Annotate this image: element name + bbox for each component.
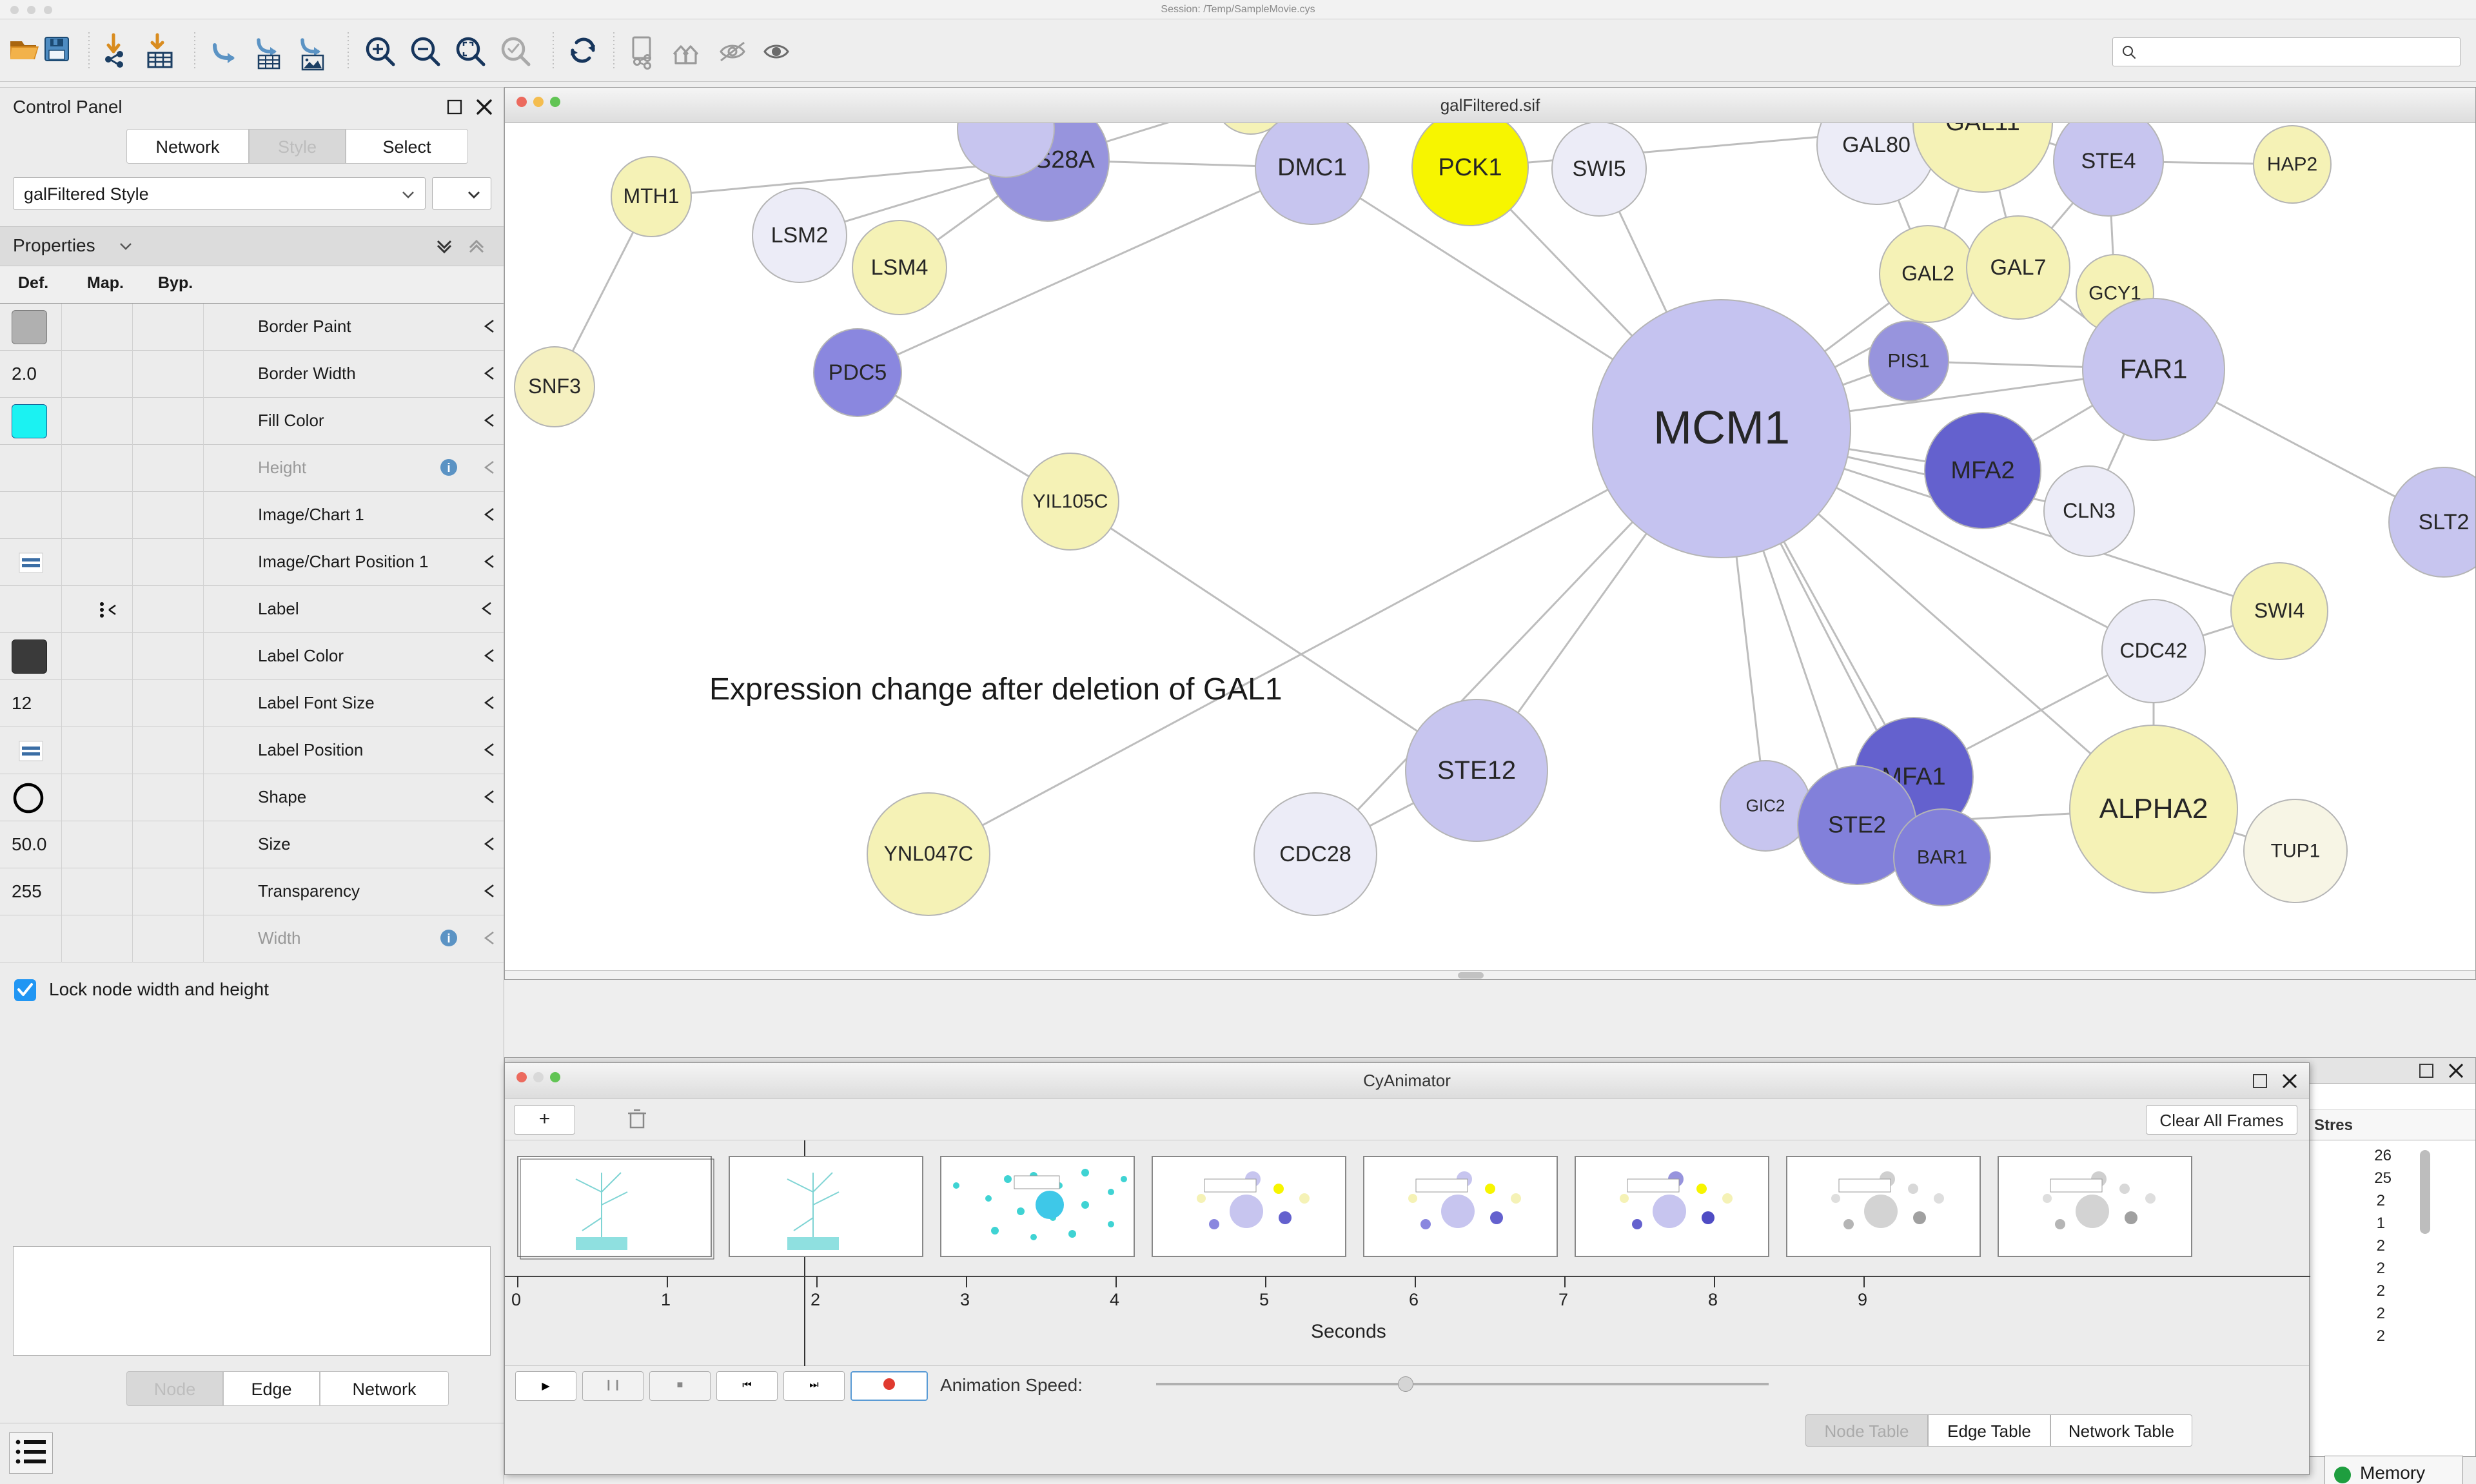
svg-text:GAL2: GAL2	[1901, 262, 1954, 285]
svg-text:TUP1: TUP1	[2271, 841, 2321, 862]
svg-text:ALPHA2: ALPHA2	[2099, 793, 2208, 825]
svg-text:SLT2: SLT2	[2419, 510, 2470, 534]
svg-text:SWI5: SWI5	[1572, 157, 1626, 181]
svg-text:i: i	[447, 462, 450, 475]
svg-text:BAR1: BAR1	[1917, 847, 1967, 868]
svg-text:YIL105C: YIL105C	[1033, 491, 1108, 513]
svg-text:GAL80: GAL80	[1842, 133, 1911, 157]
svg-text:CDC42: CDC42	[2120, 639, 2188, 662]
svg-text:SNF3: SNF3	[528, 375, 581, 398]
svg-text:MFA2: MFA2	[1950, 457, 2014, 484]
svg-text:GAL7: GAL7	[1990, 255, 2047, 280]
svg-text:PIS1: PIS1	[1887, 351, 1929, 372]
svg-text:GIC2: GIC2	[1746, 796, 1785, 815]
svg-text:STE4: STE4	[2081, 149, 2136, 173]
svg-text:PCK1: PCK1	[1438, 154, 1502, 181]
svg-text:CDC28: CDC28	[1279, 842, 1351, 866]
svg-text:MTH1: MTH1	[623, 184, 679, 208]
svg-text:SWI4: SWI4	[2254, 599, 2304, 622]
svg-text:GAL11: GAL11	[1945, 123, 2019, 136]
svg-text:Expression change after deleti: Expression change after deletion of GAL1	[709, 672, 1282, 707]
svg-text:HAP2: HAP2	[2267, 154, 2317, 175]
svg-text:MCM1: MCM1	[1653, 402, 1790, 454]
svg-text:STE12: STE12	[1437, 756, 1516, 785]
svg-text:CLN3: CLN3	[2063, 499, 2116, 522]
svg-text:FAR1: FAR1	[2119, 353, 2187, 384]
svg-text:YNL047C: YNL047C	[884, 842, 974, 865]
svg-text:i: i	[447, 932, 450, 946]
svg-text:DMC1: DMC1	[1277, 154, 1347, 181]
svg-text:LSM2: LSM2	[771, 223, 829, 248]
svg-text:PDC5: PDC5	[829, 360, 887, 385]
svg-text:LSM4: LSM4	[871, 255, 928, 280]
svg-text:STE2: STE2	[1828, 812, 1886, 838]
